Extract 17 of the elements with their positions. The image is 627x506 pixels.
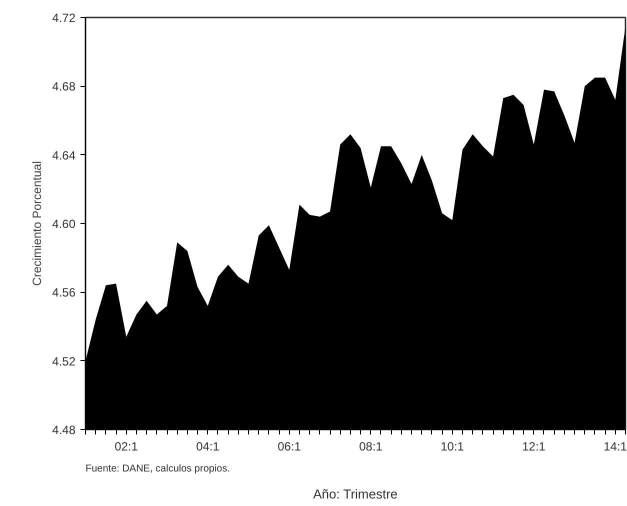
x-tick-label: 02:1 [114, 440, 138, 454]
x-tick-label: 12:1 [522, 440, 546, 454]
x-tick-label: 10:1 [440, 440, 464, 454]
x-tick-label: 06:1 [278, 440, 302, 454]
x-axis-title: Año: Trimestre [313, 486, 398, 502]
y-axis-title: Crecimiento Porcentual [30, 161, 44, 286]
y-tick-label: 4.68 [52, 80, 76, 94]
x-tick-label: 08:1 [359, 440, 383, 454]
y-tick-label: 4.56 [52, 286, 76, 300]
x-tick-label: 14:1 [604, 440, 627, 454]
y-tick-label: 4.64 [52, 148, 76, 162]
y-tick-label: 4.60 [52, 217, 76, 231]
y-tick-label: 4.52 [52, 354, 76, 368]
x-tick-label: 04:1 [196, 440, 220, 454]
y-tick-label: 4.72 [52, 11, 76, 25]
source-note: Fuente: DANE, calculos propios. [86, 464, 230, 474]
y-tick-label: 4.48 [52, 423, 76, 437]
